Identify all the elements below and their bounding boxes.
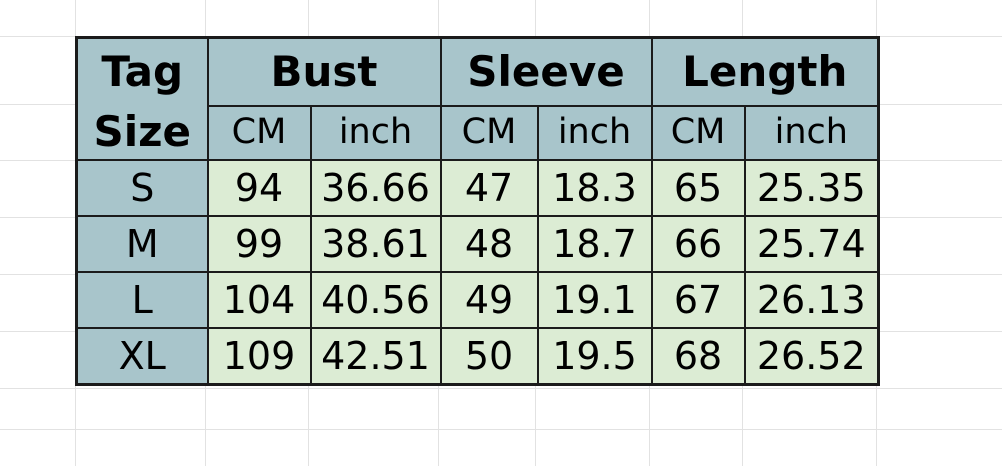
- value-cell: 26.52: [743, 327, 880, 385]
- value-cell: 104: [206, 271, 312, 329]
- value-cell: 48: [439, 215, 539, 273]
- value-cell: 68: [650, 327, 746, 385]
- value-cell: 50: [439, 327, 539, 385]
- value-cell: 25.74: [743, 215, 880, 273]
- value-cell: 36.66: [309, 159, 442, 217]
- size-label-cell: L: [75, 271, 209, 329]
- group-header-length: Length: [650, 36, 880, 107]
- value-cell: 67: [650, 271, 746, 329]
- group-header-row: Tag Size Bust Sleeve Length: [75, 36, 880, 161]
- unit-header-sleeve-cm: CM: [439, 104, 539, 162]
- value-cell: 19.5: [536, 327, 653, 385]
- unit-header-length-cm: CM: [650, 104, 746, 162]
- group-header-sleeve: Sleeve: [439, 36, 653, 107]
- size-label-cell: M: [75, 215, 209, 273]
- table-row-xl: XL 109 42.51 50 19.5 68 26.52: [75, 327, 880, 385]
- unit-header-bust-inch: inch: [309, 104, 442, 162]
- value-cell: 99: [206, 215, 312, 273]
- size-label-cell: S: [75, 159, 209, 217]
- size-label-cell: XL: [75, 327, 209, 385]
- corner-header-line-size: Size: [93, 107, 192, 156]
- value-cell: 26.13: [743, 271, 880, 329]
- value-cell: 18.3: [536, 159, 653, 217]
- value-cell: 18.7: [536, 215, 653, 273]
- value-cell: 25.35: [743, 159, 880, 217]
- value-cell: 65: [650, 159, 746, 217]
- table-row-l: L 104 40.56 49 19.1 67 26.13: [75, 271, 880, 329]
- value-cell: 40.56: [309, 271, 442, 329]
- table-row-s: S 94 36.66 47 18.3 65 25.35: [75, 159, 880, 217]
- unit-header-length-inch: inch: [743, 104, 880, 162]
- unit-header-sleeve-inch: inch: [536, 104, 653, 162]
- value-cell: 49: [439, 271, 539, 329]
- value-cell: 42.51: [309, 327, 442, 385]
- value-cell: 94: [206, 159, 312, 217]
- grid-line-horizontal: [0, 429, 1002, 430]
- value-cell: 19.1: [536, 271, 653, 329]
- table-row-m: M 99 38.61 48 18.7 66 25.74: [75, 215, 880, 273]
- size-chart-table: Tag Size Bust Sleeve Length CM inch CM i…: [75, 36, 881, 386]
- corner-header-line-tag: Tag: [101, 47, 184, 96]
- value-cell: 38.61: [309, 215, 442, 273]
- group-header-bust: Bust: [206, 36, 442, 107]
- value-cell: 47: [439, 159, 539, 217]
- unit-header-row: CM inch CM inch CM inch: [77, 104, 880, 162]
- corner-header-tag-size: Tag Size: [75, 36, 209, 161]
- value-cell: 66: [650, 215, 746, 273]
- grid-line-horizontal: [0, 388, 1002, 389]
- value-cell: 109: [206, 327, 312, 385]
- unit-header-bust-cm: CM: [206, 104, 312, 162]
